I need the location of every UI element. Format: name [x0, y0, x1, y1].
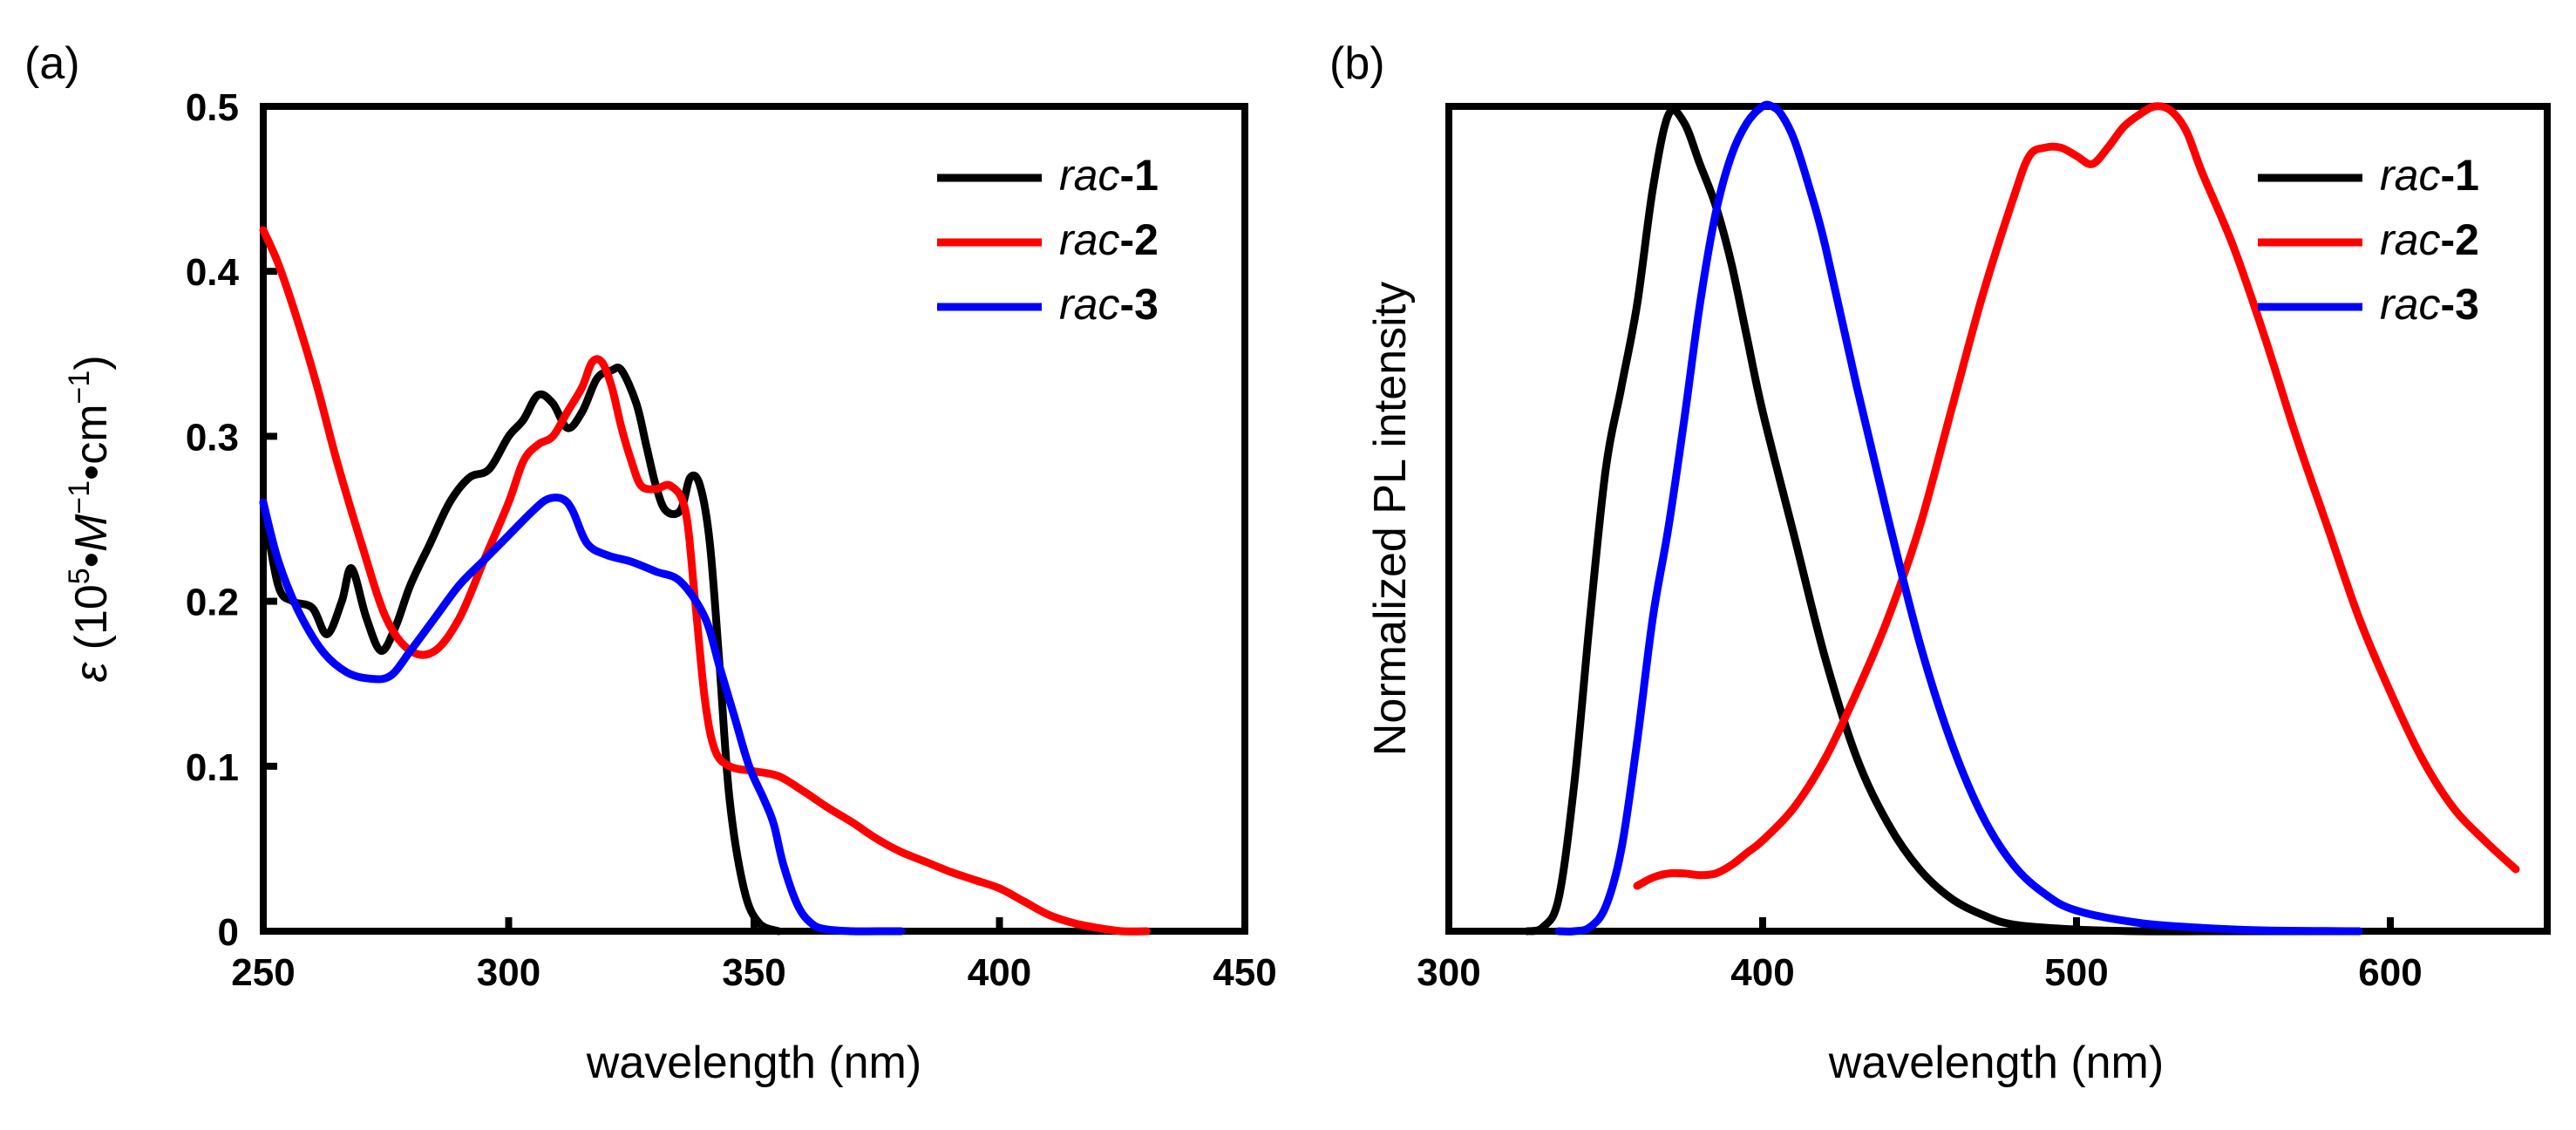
panel-b-label: (b): [1329, 38, 1385, 89]
panel-a-series: [259, 226, 1151, 936]
y-tick-label: 0.1: [186, 746, 239, 789]
ylabel-exp-neg2: −1: [63, 371, 96, 405]
x-tick-label: 300: [477, 951, 540, 994]
legend-label-rac-1: rac-1: [1059, 151, 1159, 200]
x-tick-label: 400: [1730, 951, 1794, 994]
ylabel-exp-neg1: −1: [63, 480, 96, 514]
legend-label-rac-2: rac-2: [2380, 215, 2479, 264]
panel-b-legend: rac-1 rac-2 rac-3: [2258, 151, 2479, 329]
legend-label-rac-2: rac-2: [1059, 215, 1159, 264]
panel-a-legend: rac-1 rac-2 rac-3: [937, 151, 1159, 329]
panel-a-xlabel: wavelength (nm): [586, 1038, 921, 1088]
x-tick-label: 450: [1213, 951, 1276, 994]
y-tick-label: 0: [218, 911, 239, 954]
ylabel-exp: 5: [63, 568, 96, 584]
panel-b-xlabel: wavelength (nm): [1828, 1038, 2164, 1088]
ylabel-symbol: ε: [66, 662, 117, 683]
y-tick-label: 0.5: [186, 86, 239, 129]
panel-b: (b) 300 400 500 600 wavelength (nm) Normali…: [1329, 38, 2551, 1088]
x-tick-label: 350: [722, 951, 785, 994]
ylabel-unit: M: [66, 514, 117, 552]
ylabel-dot1: •: [66, 552, 117, 568]
y-tick-label: 0.2: [186, 582, 239, 624]
x-tick-label: 300: [1417, 951, 1480, 994]
panel-b-series: [1523, 100, 2520, 936]
panel-a-ticks: 250 300 350 400 450 0 0.1 0.2 0.3 0.4 0.5: [186, 86, 1277, 994]
ylabel-dot2: •cm: [66, 404, 117, 480]
ylabel-open: (10: [66, 584, 117, 663]
panel-b-frame: [1445, 103, 2551, 935]
panel-b-ylabel: Normalized PL intensity: [1365, 282, 1416, 756]
y-tick-label: 0.3: [186, 416, 239, 459]
panel-a: (a) 250 300 350 400 450 0 0.1 0.2 0.3 0.4 0.5 wave…: [24, 38, 1277, 1088]
series-line-rac-3: [1554, 100, 2363, 936]
x-tick-label: 600: [2358, 951, 2422, 994]
series-line-rac-2: [259, 226, 1151, 936]
series-line-rac-1: [1523, 106, 2363, 936]
ylabel-close: ): [66, 355, 117, 370]
x-tick-label: 250: [231, 951, 295, 994]
legend-label-rac-1: rac-1: [2380, 151, 2479, 200]
panel-a-label: (a): [24, 38, 80, 89]
series-line-rac-2: [1633, 102, 2520, 890]
x-tick-label: 500: [2044, 951, 2108, 994]
series-line-rac-3: [259, 494, 906, 936]
panel-a-ylabel: ε (105•M−1•cm−1): [63, 355, 117, 682]
legend-label-rac-3: rac-3: [2380, 280, 2479, 329]
x-tick-label: 400: [968, 951, 1031, 994]
legend-label-rac-3: rac-3: [1059, 280, 1159, 329]
panel-b-ticks: 300 400 500 600: [1417, 917, 2423, 994]
y-tick-label: 0.4: [186, 251, 240, 294]
